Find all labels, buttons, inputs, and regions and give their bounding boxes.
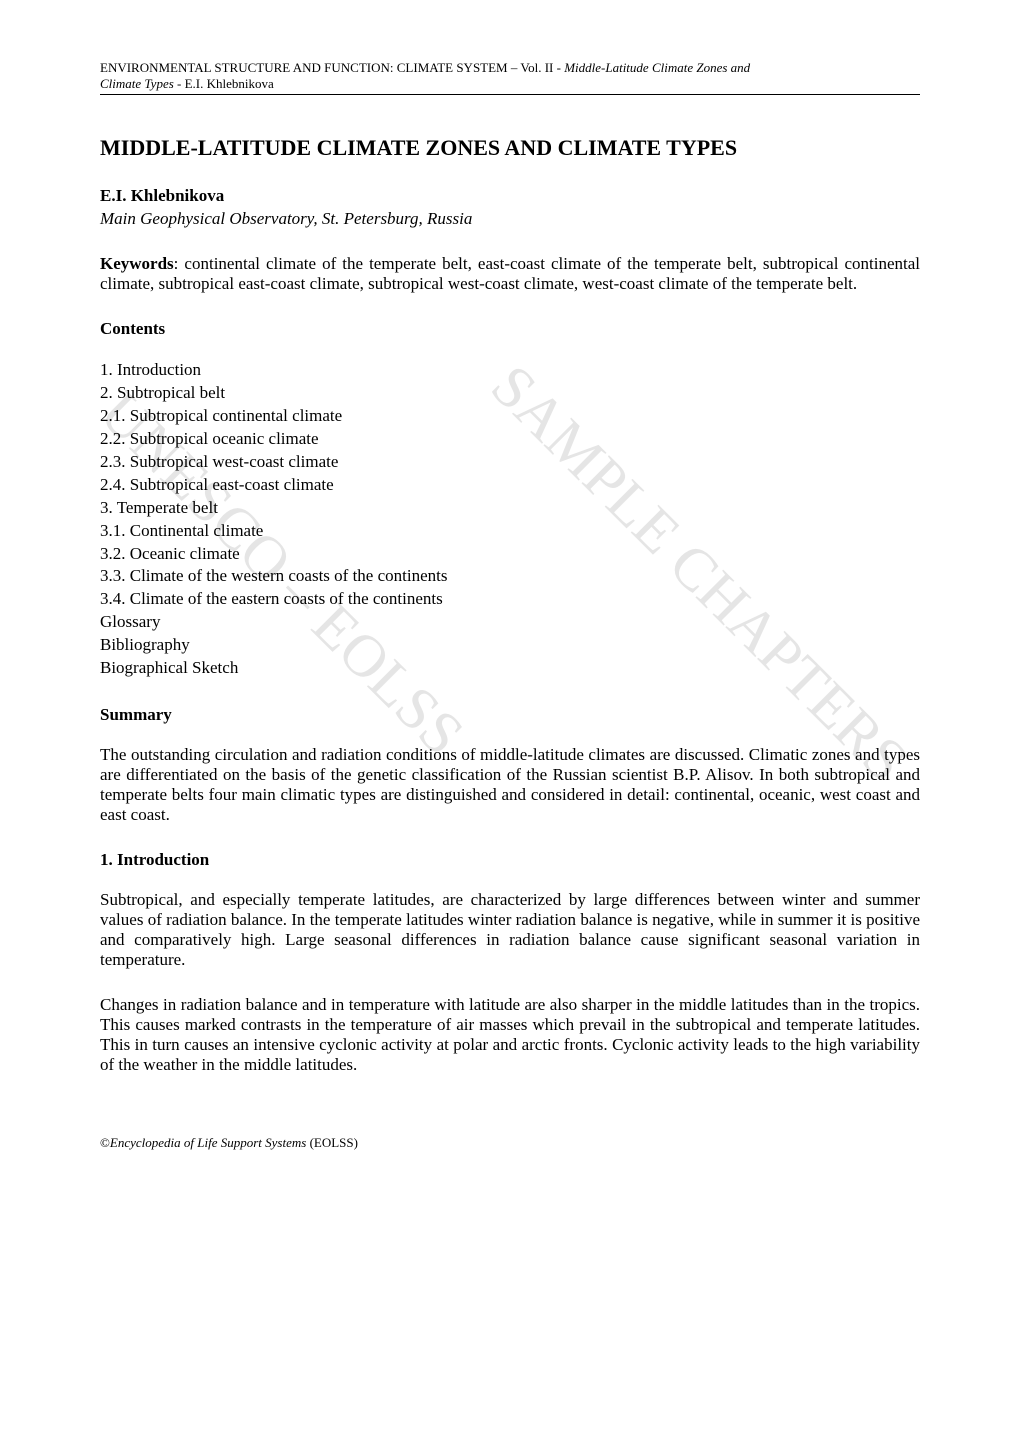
footer-copyright: ©: [100, 1135, 110, 1150]
intro-paragraph-2: Changes in radiation balance and in temp…: [100, 995, 920, 1075]
toc-item: 2.2. Subtropical oceanic climate: [100, 428, 920, 451]
header-line2-suffix: - E.I. Khlebnikova: [174, 76, 274, 91]
page-header: ENVIRONMENTAL STRUCTURE AND FUNCTION: CL…: [100, 60, 920, 92]
header-divider: [100, 94, 920, 95]
toc-item: 2.4. Subtropical east-coast climate: [100, 474, 920, 497]
keywords-text: : continental climate of the temperate b…: [100, 254, 920, 293]
summary-heading: Summary: [100, 705, 920, 725]
toc-item: 2.3. Subtropical west-coast climate: [100, 451, 920, 474]
footer-italic: Encyclopedia of Life Support Systems: [110, 1135, 306, 1150]
toc-item: 3.2. Oceanic climate: [100, 543, 920, 566]
header-line2-italic: Climate Types: [100, 76, 174, 91]
toc-item: 2.1. Subtropical continental climate: [100, 405, 920, 428]
page-title: MIDDLE-LATITUDE CLIMATE ZONES AND CLIMAT…: [100, 135, 920, 161]
contents-heading: Contents: [100, 319, 920, 339]
table-of-contents: 1. Introduction 2. Subtropical belt 2.1.…: [100, 359, 920, 680]
intro-heading: 1. Introduction: [100, 850, 920, 870]
toc-item: 3. Temperate belt: [100, 497, 920, 520]
toc-item: Glossary: [100, 611, 920, 634]
page-footer: ©Encyclopedia of Life Support Systems (E…: [100, 1135, 920, 1151]
header-line1-prefix: ENVIRONMENTAL STRUCTURE AND FUNCTION: CL…: [100, 60, 564, 75]
toc-item: Bibliography: [100, 634, 920, 657]
summary-paragraph: The outstanding circulation and radiatio…: [100, 745, 920, 825]
intro-paragraph-1: Subtropical, and especially temperate la…: [100, 890, 920, 970]
toc-item: Biographical Sketch: [100, 657, 920, 680]
toc-item: 3.1. Continental climate: [100, 520, 920, 543]
author-affiliation: Main Geophysical Observatory, St. Peters…: [100, 209, 920, 229]
header-line1-italic: Middle-Latitude Climate Zones and: [564, 60, 750, 75]
footer-suffix: (EOLSS): [306, 1135, 358, 1150]
keywords-label: Keywords: [100, 254, 174, 273]
keywords-block: Keywords: continental climate of the tem…: [100, 254, 920, 294]
toc-item: 3.3. Climate of the western coasts of th…: [100, 565, 920, 588]
toc-item: 2. Subtropical belt: [100, 382, 920, 405]
toc-item: 1. Introduction: [100, 359, 920, 382]
author-name: E.I. Khlebnikova: [100, 186, 920, 206]
toc-item: 3.4. Climate of the eastern coasts of th…: [100, 588, 920, 611]
